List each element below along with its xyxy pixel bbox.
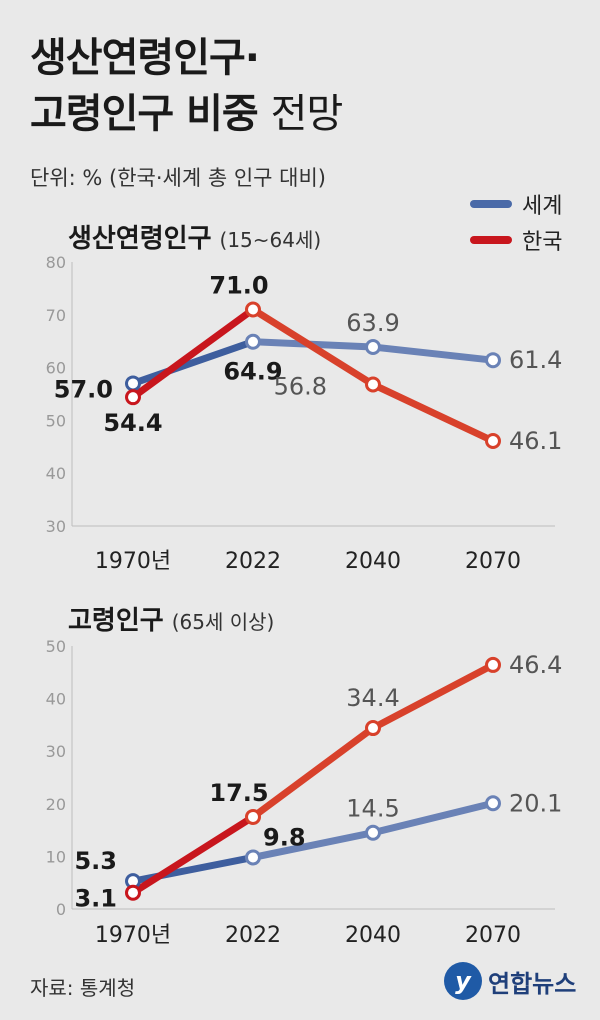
chart2-series-0-data-label: 14.5 (346, 795, 399, 823)
yonhap-logo-text: 연합뉴스 (488, 969, 577, 998)
chart2-series-1-data-label: 34.4 (346, 684, 399, 712)
unit-note: 단위: % (한국·세계 총 인구 대비) (30, 166, 326, 190)
chart1-series-1-point (365, 376, 381, 393)
chart2-series-0-point (485, 795, 501, 812)
chart1-subtitle: (15~64세) (219, 228, 322, 252)
chart2-title-main: 고령인구 (68, 606, 164, 636)
chart2-y-tick-label: 30 (46, 742, 66, 761)
title-line-2-light: 전망 (270, 91, 344, 137)
chart1-x-tick-label: 2040 (345, 549, 401, 574)
chart1-series-0-point (485, 352, 501, 369)
chart2-series-0-data-label: 20.1 (509, 789, 562, 817)
chart1-x-tick-label: 1970년 (95, 549, 171, 574)
chart2-y-tick-label: 40 (46, 690, 66, 709)
chart1-x-tick-label: 2022 (225, 549, 281, 574)
title-line-2-bold: 고령인구 비중 (30, 91, 259, 137)
chart2-y-tick-label: 50 (46, 637, 66, 656)
chart1-series-0-point (245, 333, 261, 350)
chart1-series-0-data-label: 63.9 (346, 309, 399, 337)
chart1-series-1-data-label: 46.1 (509, 427, 562, 455)
chart1-y-tick-label: 80 (46, 253, 66, 272)
title-line-2: 고령인구 비중 전망 (30, 86, 344, 142)
chart1-series-0-point (125, 375, 141, 392)
chart1-x-tick-label: 2070 (465, 549, 521, 574)
legend-item-world: 세계 (470, 186, 562, 222)
chart1-series-1-data-label: 54.4 (103, 409, 162, 437)
chart2-y-tick-label: 20 (46, 795, 66, 814)
legend-label-world: 세계 (522, 194, 563, 219)
chart2-y-tick-label: 0 (56, 900, 66, 919)
chart1-series-0-data-label: 57.0 (54, 375, 113, 403)
chart1-series-1-segment (129, 306, 257, 401)
chart2-series-1-point (485, 656, 501, 673)
chart2-series-1-segment (129, 813, 257, 897)
chart2-x-tick-label: 1970년 (95, 923, 171, 948)
page-title: 생산연령인구· 고령인구 비중 전망 (30, 30, 344, 142)
chart2-series-0-point (365, 824, 381, 841)
legend-swatch-korea (470, 236, 512, 244)
chart1-series-1-point (125, 389, 141, 406)
chart2-series-0-data-label: 5.3 (74, 847, 117, 875)
yonhap-logo-icon: y (444, 962, 482, 1000)
source-note: 자료: 통계청 (30, 976, 136, 1000)
legend-item-korea: 한국 (470, 222, 562, 258)
chart1-y-tick-label: 50 (46, 411, 66, 430)
chart1-y-tick-label: 30 (46, 517, 66, 536)
chart2-series-0-point (245, 849, 261, 866)
chart1-y-tick-label: 70 (46, 306, 66, 325)
chart2-x-tick-label: 2040 (345, 923, 401, 948)
chart2-x-tick-label: 2022 (225, 923, 281, 948)
legend-swatch-world (470, 200, 512, 208)
chart1-series-1-point (245, 301, 261, 318)
chart1-title-main: 생산연령인구 (68, 224, 212, 254)
chart2-series-1-point (245, 808, 261, 825)
chart2-title: 고령인구 (65세 이상) (68, 600, 274, 637)
chart2-series-1-data-label: 46.4 (509, 651, 562, 679)
chart1-series-1-point (485, 432, 501, 449)
chart1-series-1-data-label: 71.0 (209, 272, 268, 300)
chart1-series-0-data-label: 64.9 (223, 358, 282, 386)
title-line-1: 생산연령인구· (30, 35, 260, 81)
chart2-series-1-point (125, 884, 141, 901)
chart2-series-1-data-label: 3.1 (74, 885, 117, 913)
chart2-series-1-point (365, 720, 381, 737)
chart1-series-0-segment (129, 338, 257, 387)
chart1-y-tick-label: 60 (46, 359, 66, 378)
chart1-y-tick-label: 40 (46, 464, 66, 483)
chart2-subtitle: (65세 이상) (171, 610, 275, 634)
yonhap-logo: y 연합뉴스 (444, 962, 576, 1000)
chart1-series-0-point (365, 339, 381, 356)
chart1-title: 생산연령인구 (15~64세) (68, 218, 321, 255)
legend: 세계 한국 (470, 186, 562, 258)
chart2-y-tick-label: 10 (46, 847, 66, 866)
chart2-series-1-data-label: 17.5 (209, 779, 268, 807)
chart2-x-tick-label: 2070 (465, 923, 521, 948)
chart1-series-1-data-label: 56.8 (274, 372, 327, 400)
legend-label-korea: 한국 (522, 230, 563, 255)
chart2-series-0-data-label: 9.8 (263, 823, 306, 851)
chart1-series-0-data-label: 61.4 (509, 346, 562, 374)
